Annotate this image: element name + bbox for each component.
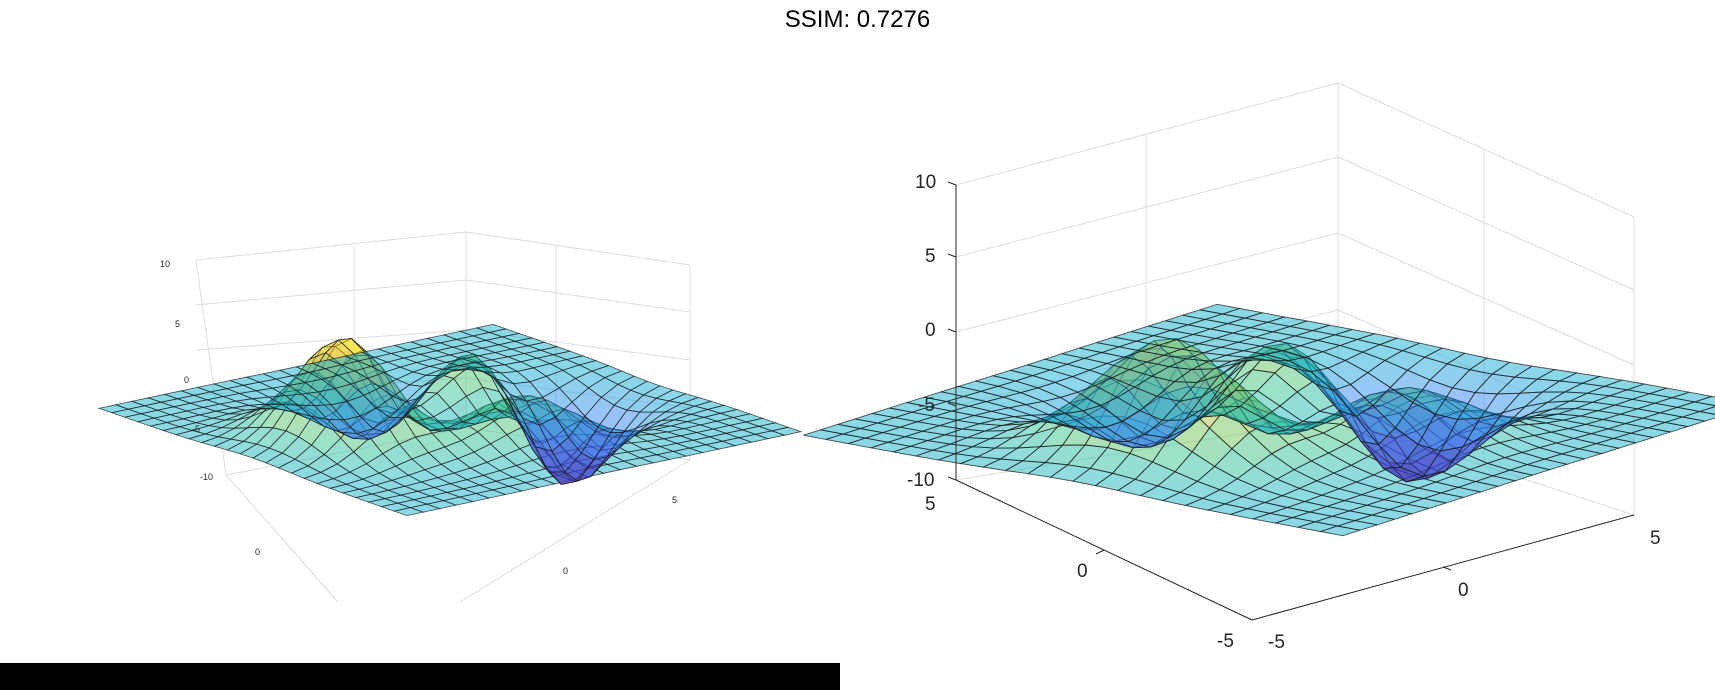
right-x-tick-5: 5 — [1650, 528, 1661, 549]
right-x-tick-0: 0 — [1458, 580, 1469, 601]
right-y-tick-5: 5 — [925, 494, 936, 515]
left-z-tick-0: 0 — [184, 375, 189, 385]
right-z-ticks: 10 5 0 -5 -10 — [907, 172, 936, 491]
left-x-tick-0: 0 — [563, 566, 568, 576]
left-z-tick-m5: -5 — [192, 424, 200, 434]
right-z-tick-5: 5 — [925, 246, 936, 267]
right-surface-mesh — [803, 303, 1715, 537]
right-z-tick-m10: -10 — [907, 470, 934, 491]
surface-face-right-575 — [1199, 303, 1240, 315]
right-y-tick-m5: -5 — [1217, 631, 1234, 652]
right-x-ticks: -5 0 5 — [1268, 528, 1661, 653]
figure-title: SSIM: 0.7276 — [784, 6, 931, 33]
left-xy-ticks: 0 0 5 — [255, 495, 677, 576]
left-z-ticks: 10 5 0 -5 -10 — [160, 259, 213, 482]
right-z-tick-10: 10 — [915, 172, 936, 193]
surface-face-left-575 — [475, 323, 508, 333]
right-x-tick-m5: -5 — [1268, 632, 1285, 653]
bottom-black-bar — [0, 663, 840, 690]
surface-face-right-517 — [1377, 427, 1419, 468]
right-z-tick-0: 0 — [925, 320, 936, 341]
left-surface-mesh — [97, 323, 803, 517]
left-z-tick-5: 5 — [175, 319, 180, 329]
surface-face-left-488 — [551, 436, 582, 473]
right-y-tick-0: 0 — [1077, 561, 1088, 582]
right-z-tick-m5: -5 — [918, 395, 935, 416]
left-z-tick-10: 10 — [160, 259, 170, 269]
left-y-tick-0: 0 — [255, 547, 260, 557]
right-axes-front — [947, 181, 1635, 621]
left-z-tick-m10: -10 — [200, 472, 213, 482]
right-y-ticks: 5 0 -5 — [925, 494, 1234, 652]
left-x-tick-5: 5 — [672, 495, 677, 505]
